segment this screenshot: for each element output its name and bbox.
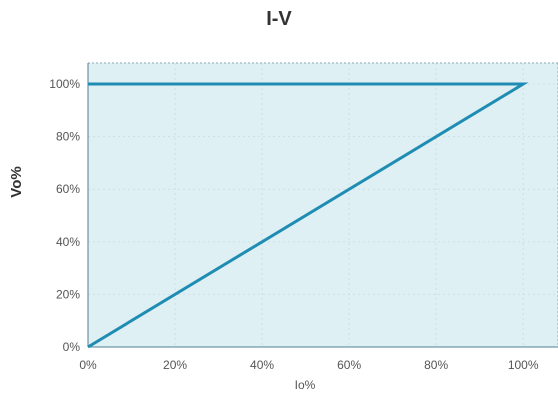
chart-title: I-V [266,8,292,30]
y-tick-label: 0% [63,340,81,354]
x-tick-label: 40% [250,358,274,372]
y-tick-label: 20% [56,287,80,301]
y-axis-title: Vo% [8,166,25,197]
x-tick-label: 60% [337,358,361,372]
y-tick-label: 100% [49,77,80,91]
x-tick-label: 0% [79,358,97,372]
y-tick-label: 60% [56,182,80,196]
y-tick-label: 40% [56,235,80,249]
y-tick-label: 80% [56,130,80,144]
x-axis-title: Io% [295,378,316,392]
x-tick-label: 80% [424,358,448,372]
x-tick-label: 20% [163,358,187,372]
iv-curve-line [87,82,529,349]
plot-layer: 0% 20% 40% 60% 80% 100% 0% 20% 40% 60% 80% 100% [49,62,558,372]
x-tick-label: 100% [508,358,539,372]
